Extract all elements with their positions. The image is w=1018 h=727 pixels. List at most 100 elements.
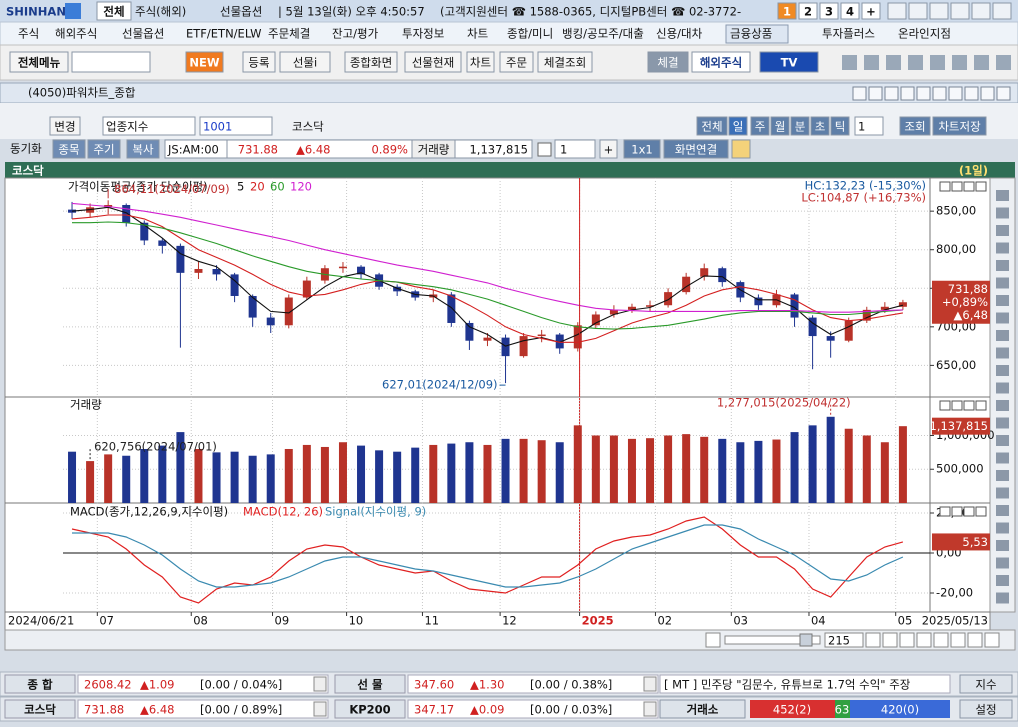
button[interactable] — [840, 2, 860, 20]
zoom-button[interactable] — [882, 632, 898, 648]
drawing-tool[interactable] — [996, 487, 1009, 499]
zoom-button[interactable] — [916, 632, 932, 648]
button-label[interactable]: 선물i — [293, 56, 317, 70]
button-label[interactable]: 주 — [755, 120, 766, 134]
button[interactable] — [959, 699, 1013, 719]
drawing-tool[interactable] — [996, 540, 1009, 551]
button[interactable] — [623, 139, 661, 159]
button-label[interactable]: 조회 — [904, 120, 925, 134]
button-label[interactable]: 지수 — [975, 678, 996, 692]
button[interactable] — [798, 2, 818, 20]
window-button[interactable] — [884, 86, 899, 101]
button[interactable] — [52, 139, 86, 159]
drawing-tool[interactable] — [996, 505, 1009, 516]
button[interactable] — [759, 51, 819, 73]
button[interactable] — [126, 139, 160, 159]
button[interactable] — [344, 51, 398, 73]
menu-item[interactable]: 차트 — [467, 27, 488, 41]
button[interactable] — [404, 51, 462, 73]
tab[interactable]: 주식(해외) — [135, 5, 186, 19]
dropdown[interactable] — [643, 676, 657, 692]
panel-button[interactable] — [951, 506, 963, 517]
button[interactable] — [647, 51, 689, 73]
button[interactable] — [830, 116, 850, 136]
zoom-button[interactable] — [950, 632, 966, 648]
button[interactable] — [185, 51, 224, 73]
menu-item[interactable]: 잔고/평가 — [332, 27, 379, 41]
drawing-tool[interactable] — [996, 417, 1009, 429]
tool-icon[interactable] — [908, 55, 923, 70]
button[interactable] — [87, 139, 121, 159]
button-label[interactable]: 체결 — [657, 56, 678, 70]
button-label[interactable]: 3 — [825, 5, 833, 19]
window-button[interactable] — [992, 2, 1012, 20]
button-label[interactable]: 2 — [804, 5, 812, 19]
bar-count[interactable]: 215 — [828, 634, 850, 648]
button[interactable] — [770, 116, 790, 136]
zoom-button[interactable] — [865, 632, 881, 648]
menu-item[interactable]: 해외주식 — [55, 27, 97, 41]
drawing-tool[interactable] — [996, 557, 1009, 569]
window-button[interactable] — [916, 86, 931, 101]
panel-button[interactable] — [963, 506, 975, 517]
button[interactable] — [9, 51, 69, 73]
dropdown[interactable] — [313, 701, 327, 717]
button[interactable] — [728, 116, 748, 136]
button-label[interactable]: 등록 — [248, 56, 269, 70]
select[interactable] — [554, 139, 596, 159]
button-label[interactable]: 변경 — [54, 120, 75, 134]
tool-icon[interactable] — [842, 55, 857, 70]
zoom-button[interactable] — [967, 632, 983, 648]
button[interactable] — [932, 116, 987, 136]
select[interactable] — [854, 116, 884, 136]
drawing-tool[interactable] — [996, 347, 1009, 359]
menu-item[interactable]: 주식 — [18, 27, 39, 41]
tool-icon[interactable] — [974, 55, 989, 70]
button-label[interactable]: 전체 — [701, 120, 722, 134]
drawing-tool[interactable] — [996, 452, 1009, 464]
window-button[interactable] — [887, 2, 907, 20]
menu-search-input[interactable] — [71, 51, 151, 73]
button-label[interactable]: 거래량 — [418, 143, 450, 157]
button-label[interactable]: 복사 — [132, 143, 154, 157]
drawing-tool[interactable] — [996, 575, 1009, 586]
menu-item[interactable]: ETF/ETN/ELW — [186, 27, 262, 41]
window-button[interactable] — [996, 86, 1011, 101]
news-ticker[interactable]: [ MT ] 민주당 "김문수, 유튜브로 1.7억 수익" 주장 — [664, 678, 911, 692]
button-label[interactable]: 틱 — [835, 120, 846, 134]
drawing-tool[interactable] — [996, 382, 1009, 394]
menu-item[interactable]: 종합/미니 — [507, 27, 553, 41]
drawing-tool[interactable] — [996, 277, 1009, 289]
zoom-button[interactable] — [899, 632, 915, 648]
button[interactable] — [959, 674, 1013, 694]
scroll-button[interactable] — [705, 632, 721, 648]
button[interactable] — [819, 2, 839, 20]
button-label[interactable]: 종합화면 — [350, 56, 392, 70]
button[interactable] — [750, 116, 770, 136]
panel-button[interactable] — [975, 400, 987, 411]
button[interactable] — [599, 139, 618, 159]
button-label[interactable]: 4 — [846, 5, 854, 19]
button-label[interactable]: TV — [781, 56, 798, 70]
button-label[interactable]: 일 — [733, 120, 744, 134]
button[interactable] — [777, 2, 797, 20]
button-label[interactable]: 월 — [775, 120, 786, 134]
button[interactable] — [691, 51, 751, 73]
button-label[interactable]: 종목 — [58, 143, 79, 157]
button[interactable] — [96, 1, 132, 21]
input[interactable] — [199, 116, 273, 136]
window-button[interactable] — [964, 86, 979, 101]
button-label[interactable]: 1x1 — [631, 143, 652, 157]
window-button[interactable] — [908, 2, 928, 20]
zoom-button[interactable] — [933, 632, 949, 648]
dropdown[interactable] — [643, 701, 657, 717]
button[interactable] — [790, 116, 810, 136]
menu-item[interactable]: 투자플러스 — [822, 27, 875, 41]
code-input[interactable]: 1001 — [203, 120, 232, 134]
button[interactable] — [861, 2, 881, 20]
window-button[interactable] — [971, 2, 991, 20]
menu-item[interactable]: 금융상품 — [730, 27, 772, 41]
button-label[interactable]: 선물현재 — [412, 56, 454, 70]
button[interactable] — [696, 116, 728, 136]
button-label[interactable]: 화면연결 — [675, 143, 717, 157]
